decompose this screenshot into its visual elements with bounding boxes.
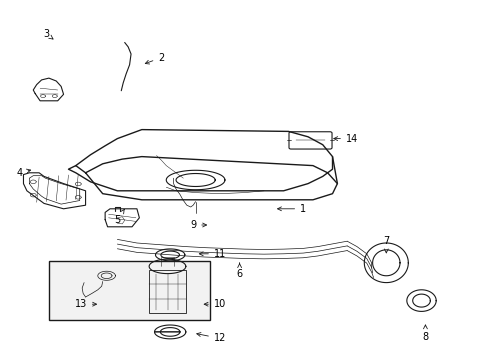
Text: 9: 9 [190, 220, 206, 230]
Text: 11: 11 [199, 249, 226, 259]
Text: 6: 6 [236, 263, 242, 279]
Text: 8: 8 [422, 325, 427, 342]
Text: 13: 13 [74, 299, 96, 309]
Text: 3: 3 [43, 29, 53, 39]
Text: 7: 7 [383, 236, 388, 253]
Text: 1: 1 [277, 204, 305, 214]
Text: 12: 12 [196, 333, 226, 343]
Text: 5: 5 [114, 210, 124, 225]
Bar [149, 270, 185, 313]
Text: 14: 14 [333, 134, 358, 144]
Text: 4: 4 [17, 168, 31, 178]
Bar [49, 261, 210, 320]
Text: 2: 2 [145, 53, 164, 64]
Text: 10: 10 [204, 299, 226, 309]
